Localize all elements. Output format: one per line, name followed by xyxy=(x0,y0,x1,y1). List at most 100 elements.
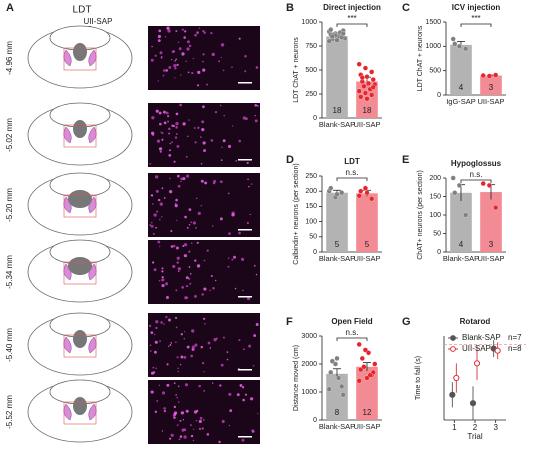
cell xyxy=(228,424,231,427)
cell xyxy=(161,270,164,273)
bar xyxy=(326,36,348,118)
cell xyxy=(247,297,250,301)
cell xyxy=(159,245,161,248)
cell xyxy=(235,159,238,162)
cell xyxy=(221,146,223,149)
cell xyxy=(178,47,182,51)
cell xyxy=(172,244,176,248)
y-tick-label: 250 xyxy=(305,173,317,180)
y-tick-label: 0 xyxy=(313,249,317,256)
level-label: -5.02 mm xyxy=(5,118,14,152)
cell xyxy=(165,315,168,319)
cell xyxy=(173,416,176,419)
x-axis-label: Trial xyxy=(467,432,482,441)
cell xyxy=(194,141,197,144)
cell xyxy=(157,34,162,39)
cell xyxy=(170,59,173,61)
cell xyxy=(191,71,194,75)
cell xyxy=(182,122,186,126)
level-label: -5.40 mm xyxy=(5,328,14,362)
y-tick-label: 500 xyxy=(429,68,441,75)
cell xyxy=(168,190,173,194)
cell xyxy=(159,122,162,126)
cell xyxy=(187,135,189,137)
cell xyxy=(241,386,245,389)
n-label: 3 xyxy=(489,83,494,92)
y-tick-label: 2000 xyxy=(301,361,317,368)
significance-bracket xyxy=(460,23,492,27)
cell xyxy=(256,105,259,107)
cell xyxy=(177,41,180,43)
y-axis-label: ChAT+ neurons (per section) xyxy=(417,170,424,260)
cell xyxy=(222,69,225,72)
cell xyxy=(173,411,178,415)
x-tick-label: UII-SAP xyxy=(477,254,504,263)
cell xyxy=(203,317,206,320)
n-label: 8 xyxy=(335,408,340,417)
cell xyxy=(177,367,179,369)
cell xyxy=(169,344,172,346)
data-point xyxy=(362,65,368,71)
cell xyxy=(163,323,165,325)
data-point xyxy=(356,341,362,347)
cell xyxy=(238,37,241,40)
y-tick-label: 200 xyxy=(305,188,317,195)
cell xyxy=(192,57,195,60)
y-tick-label: 50 xyxy=(309,234,317,241)
cell xyxy=(174,204,178,208)
data-point xyxy=(493,205,499,211)
cell xyxy=(184,296,188,300)
micrograph xyxy=(148,173,260,237)
cell xyxy=(176,256,180,260)
level-label: -5.52 mm xyxy=(5,395,14,429)
cell xyxy=(210,274,213,278)
cell xyxy=(200,136,202,138)
data-point xyxy=(334,37,340,43)
cell xyxy=(249,213,251,216)
cell xyxy=(161,187,164,190)
cell xyxy=(188,266,191,268)
cell xyxy=(174,316,178,320)
cell xyxy=(203,287,207,291)
data-point xyxy=(362,185,368,191)
cell xyxy=(186,345,190,349)
data-point xyxy=(493,72,499,78)
cell xyxy=(238,339,241,342)
cell xyxy=(182,177,186,181)
cell xyxy=(173,160,176,163)
data-point xyxy=(356,88,362,94)
cell xyxy=(231,66,233,69)
cell xyxy=(151,131,155,135)
cell xyxy=(186,174,190,178)
cell xyxy=(219,180,223,184)
cell xyxy=(188,119,190,121)
cell xyxy=(183,355,187,359)
cell xyxy=(188,208,192,211)
cell xyxy=(164,36,167,38)
cell xyxy=(177,401,180,403)
chart-title: ICV injection xyxy=(452,3,501,12)
data-point xyxy=(449,391,456,398)
cell xyxy=(175,394,178,396)
y-tick-label: 150 xyxy=(429,193,441,200)
ventricle xyxy=(73,330,87,348)
data-point xyxy=(366,350,372,356)
cell xyxy=(249,397,254,401)
y-axis-label: LDT ChAT + neurons xyxy=(417,25,424,91)
ventricle xyxy=(73,120,87,138)
data-point xyxy=(356,378,362,384)
cell xyxy=(227,144,232,149)
cell xyxy=(175,198,178,202)
cell xyxy=(188,277,191,280)
cell xyxy=(158,279,161,282)
cell xyxy=(155,320,159,324)
cell xyxy=(220,56,222,59)
cell xyxy=(219,104,222,107)
cell xyxy=(172,264,176,269)
significance-label: n.s. xyxy=(470,170,483,179)
cell xyxy=(163,409,166,413)
cell xyxy=(159,202,164,206)
level-label: -5.20 mm xyxy=(5,188,14,222)
y-tick-label: 0 xyxy=(313,417,317,424)
cell xyxy=(168,149,171,152)
